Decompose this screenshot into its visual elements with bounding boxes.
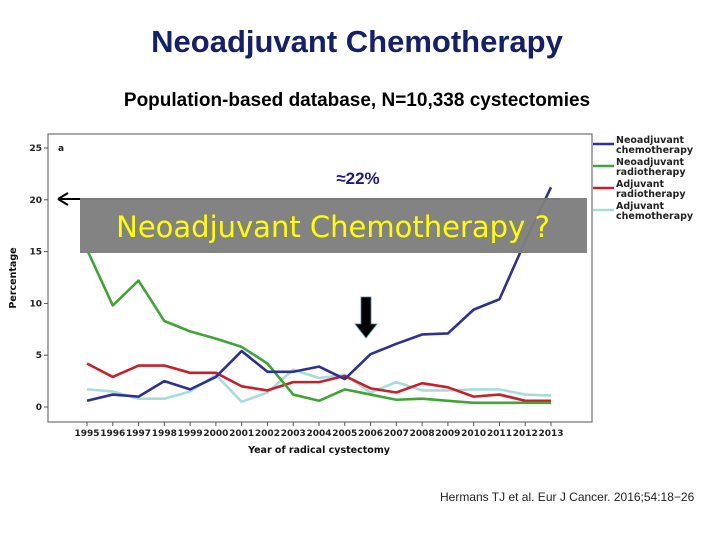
y-tick-label: 0 xyxy=(36,403,42,413)
x-tick-label: 1995 xyxy=(74,429,99,439)
x-tick-label: 2013 xyxy=(538,429,563,439)
x-tick-label: 2005 xyxy=(332,429,357,439)
x-tick-label: 1996 xyxy=(100,429,125,439)
legend-label: Adjuvant chemotherapy xyxy=(616,201,694,222)
x-tick-label: 2003 xyxy=(281,429,306,439)
series-line-neoadjuvant-chemotherapy xyxy=(86,186,553,403)
x-tick-label: 2007 xyxy=(384,429,409,439)
citation: Hermans TJ et al. Eur J Cancer. 2016;54:… xyxy=(440,490,695,504)
series-lines xyxy=(85,186,553,405)
x-tick-label: 2011 xyxy=(487,429,512,439)
x-tick-label: 1998 xyxy=(152,429,177,439)
x-axis: 1995 1996 1997 1998 1999 2000 2001 2002 2003 2004… xyxy=(74,422,564,439)
panel-label: a xyxy=(58,144,64,154)
x-tick-label: 2012 xyxy=(513,429,538,439)
x-tick-label: 1999 xyxy=(178,429,203,439)
x-tick-label: 1997 xyxy=(126,429,151,439)
x-tick-label: 2009 xyxy=(435,429,460,439)
x-tick-label: 2008 xyxy=(410,429,435,439)
overlay-box-text: Neoadjuvant Chemotherapy ? xyxy=(116,210,550,244)
plot-frame xyxy=(47,133,593,423)
x-tick-label: 2010 xyxy=(461,429,486,439)
x-tick-label: 2006 xyxy=(358,429,383,439)
y-tick-label: 5 xyxy=(36,351,42,361)
x-tick-label: 2002 xyxy=(255,429,280,439)
overlay-box xyxy=(80,198,587,253)
series-line-adjuvant-radiotherapy xyxy=(86,362,551,403)
y-tick-label: 10 xyxy=(29,299,42,309)
y-axis-label: Percentage xyxy=(8,247,19,308)
slide-title: Neoadjuvant Chemotherapy xyxy=(151,24,563,59)
slide-subtitle: Population-based database, N=10,338 cyst… xyxy=(123,90,591,111)
y-tick-label: 15 xyxy=(29,248,42,258)
down-arrow-icon xyxy=(354,296,378,339)
y-tick-label: 20 xyxy=(29,196,42,206)
legend-label: Neoadjuvant chemotherapy xyxy=(616,135,694,156)
legend-label: Adjuvant radiotherapy xyxy=(616,179,686,200)
x-tick-label: 2001 xyxy=(229,429,254,439)
y-axis: 0 5 10 15 20 25 xyxy=(29,144,48,413)
series-line-neoadjuvant-radiotherapy xyxy=(85,248,551,405)
legend-label: Neoadjuvant radiotherapy xyxy=(616,157,686,178)
x-tick-label: 2000 xyxy=(203,429,228,439)
series-line-adjuvant-chemotherapy xyxy=(86,368,552,404)
x-axis-label: Year of radical cystectomy xyxy=(247,445,391,456)
x-tick-label: 2004 xyxy=(306,429,331,439)
y-tick-label: 25 xyxy=(29,144,42,154)
annotation-22-percent: ≈22% xyxy=(336,169,379,188)
arrow-left-icon xyxy=(57,192,69,206)
